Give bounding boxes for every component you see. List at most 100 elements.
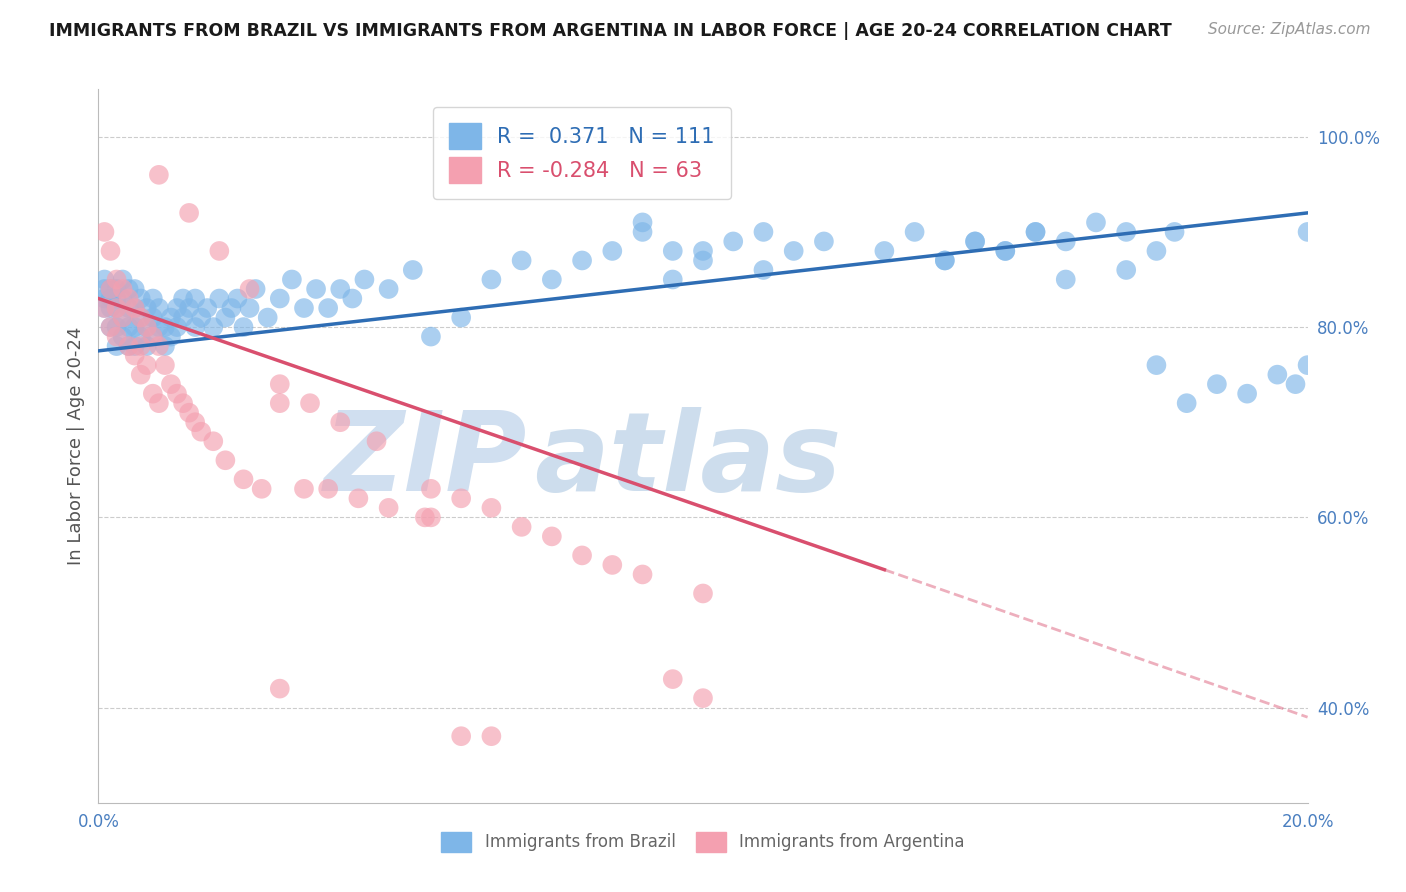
Point [602, 558, 624, 572]
Point [420, 510, 443, 524]
Point [540, 529, 562, 543]
Point [239, 282, 262, 296]
Point [93, 301, 115, 315]
Point [118, 301, 141, 315]
Point [153, 339, 176, 353]
Point [450, 491, 472, 506]
Point [142, 329, 165, 343]
Point [752, 225, 775, 239]
Point [994, 244, 1017, 258]
Point [245, 282, 267, 296]
Point [172, 310, 194, 325]
Point [873, 244, 896, 258]
Point [214, 453, 236, 467]
Point [1206, 377, 1229, 392]
Point [179, 301, 201, 315]
Point [481, 729, 503, 743]
Point [93, 282, 115, 296]
Point [118, 282, 141, 296]
Point [93, 292, 115, 306]
Point [142, 310, 165, 325]
Point [105, 282, 128, 296]
Point [111, 310, 134, 325]
Point [153, 358, 176, 372]
Point [631, 215, 654, 229]
Point [111, 282, 134, 296]
Point [195, 301, 218, 315]
Point [299, 396, 322, 410]
Point [692, 253, 714, 268]
Point [148, 301, 170, 315]
Point [316, 482, 339, 496]
Point [111, 272, 134, 286]
Point [783, 244, 806, 258]
Point [269, 396, 291, 410]
Point [1144, 244, 1167, 258]
Point [510, 520, 533, 534]
Point [105, 329, 128, 343]
Legend: Immigrants from Brazil, Immigrants from Argentina: Immigrants from Brazil, Immigrants from … [434, 825, 972, 859]
Point [540, 272, 562, 286]
Point [124, 320, 146, 334]
Point [965, 235, 987, 249]
Point [100, 320, 122, 334]
Point [118, 320, 141, 334]
Point [93, 272, 115, 286]
Point [124, 301, 146, 315]
Point [148, 168, 170, 182]
Point [1175, 396, 1198, 410]
Point [214, 310, 236, 325]
Point [269, 292, 291, 306]
Point [450, 310, 472, 325]
Point [160, 377, 183, 392]
Point [190, 310, 212, 325]
Point [269, 681, 291, 696]
Point [1163, 225, 1185, 239]
Point [129, 310, 152, 325]
Point [135, 320, 157, 334]
Point [329, 415, 352, 429]
Point [316, 301, 339, 315]
Point [100, 320, 122, 334]
Point [118, 339, 141, 353]
Point [172, 396, 194, 410]
Point [124, 339, 146, 353]
Point [1115, 225, 1137, 239]
Text: Source: ZipAtlas.com: Source: ZipAtlas.com [1208, 22, 1371, 37]
Point [100, 244, 122, 258]
Point [292, 482, 315, 496]
Point [148, 339, 170, 353]
Point [420, 329, 443, 343]
Point [377, 282, 399, 296]
Point [179, 206, 201, 220]
Point [402, 263, 425, 277]
Point [450, 729, 472, 743]
Point [202, 320, 225, 334]
Point [184, 292, 207, 306]
Text: ZIP: ZIP [325, 407, 527, 514]
Point [179, 406, 201, 420]
Point [661, 672, 683, 686]
Point [934, 253, 956, 268]
Point [105, 339, 128, 353]
Point [292, 301, 315, 315]
Point [105, 301, 128, 315]
Point [135, 358, 157, 372]
Point [190, 425, 212, 439]
Point [118, 292, 141, 306]
Point [111, 292, 134, 306]
Point [172, 292, 194, 306]
Point [1296, 358, 1319, 372]
Point [129, 310, 152, 325]
Point [366, 434, 388, 449]
Point [208, 292, 231, 306]
Point [571, 253, 593, 268]
Point [166, 320, 188, 334]
Point [934, 253, 956, 268]
Point [166, 386, 188, 401]
Point [692, 586, 714, 600]
Point [329, 282, 352, 296]
Point [105, 292, 128, 306]
Point [135, 301, 157, 315]
Point [100, 282, 122, 296]
